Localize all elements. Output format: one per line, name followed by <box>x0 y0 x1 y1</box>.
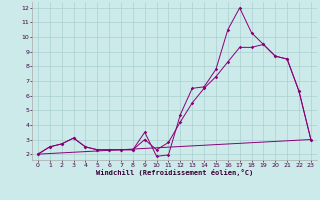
X-axis label: Windchill (Refroidissement éolien,°C): Windchill (Refroidissement éolien,°C) <box>96 169 253 176</box>
